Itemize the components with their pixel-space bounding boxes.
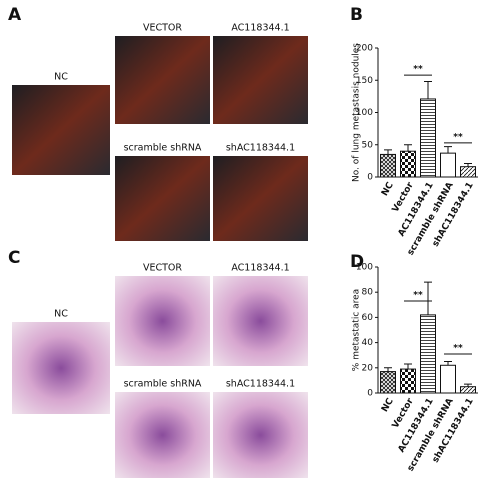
x-tick-label: NC <box>380 180 396 198</box>
bar <box>460 386 476 394</box>
y-tick-label: 100 <box>356 108 373 118</box>
photo <box>213 156 308 241</box>
panel-label: C <box>8 248 20 268</box>
y-tick-label: 150 <box>356 76 373 86</box>
photo-label: shAC118344.1 <box>226 143 295 154</box>
error-bar <box>444 146 452 154</box>
photo-label: VECTOR <box>143 23 182 34</box>
photo-label: VECTOR <box>143 263 182 274</box>
photo-label: shAC118344.1 <box>226 379 295 390</box>
bar <box>420 98 436 178</box>
y-tick-label: 0 <box>367 173 373 183</box>
bar <box>460 166 476 178</box>
y-tick-label: 100 <box>356 263 373 273</box>
photo <box>115 36 210 124</box>
photo-label: scramble shRNA <box>124 379 202 390</box>
bar <box>440 152 456 178</box>
error-bar <box>444 361 452 366</box>
bar <box>380 153 396 178</box>
error-bar <box>464 383 472 387</box>
photo-label: NC <box>54 309 68 320</box>
y-tick-label: 60 <box>362 313 374 323</box>
panel-label: D <box>350 252 364 272</box>
photo-label: AC118344.1 <box>231 23 289 34</box>
y-tick-label: 50 <box>362 140 374 150</box>
photo <box>213 276 308 366</box>
bar <box>400 368 416 394</box>
y-axis-label: No. of lung metastasis nodules <box>352 43 362 182</box>
panel-label: A <box>8 5 22 25</box>
panel-label: B <box>350 5 363 25</box>
error-bar <box>424 281 432 315</box>
error-bar <box>464 162 472 167</box>
photo <box>213 392 308 478</box>
significance-label: ** <box>413 291 423 301</box>
photo <box>12 322 110 414</box>
photo-label: AC118344.1 <box>231 263 289 274</box>
photo <box>213 36 308 124</box>
photo-label: scramble shRNA <box>124 143 202 154</box>
y-tick-label: 200 <box>356 44 373 54</box>
photo <box>12 85 110 175</box>
significance-label: ** <box>413 65 423 75</box>
error-bar <box>404 144 412 152</box>
y-axis-label: % metastatic area <box>352 289 362 371</box>
photo-label: NC <box>54 72 68 83</box>
significance-label: ** <box>453 343 463 353</box>
error-bar <box>404 363 412 370</box>
bar <box>440 364 456 394</box>
error-bar <box>424 81 432 99</box>
significance-label: ** <box>453 132 463 142</box>
y-tick-label: 40 <box>362 338 374 348</box>
error-bar <box>384 367 392 372</box>
photo <box>115 156 210 241</box>
bar <box>400 150 416 178</box>
y-tick-label: 80 <box>362 288 374 298</box>
y-tick-label: 0 <box>367 389 373 399</box>
x-tick-label: NC <box>380 396 396 414</box>
photo <box>115 276 210 366</box>
y-tick-label: 20 <box>362 363 374 373</box>
bar <box>380 371 396 394</box>
error-bar <box>384 149 392 155</box>
photo <box>115 392 210 478</box>
bar <box>420 314 436 394</box>
